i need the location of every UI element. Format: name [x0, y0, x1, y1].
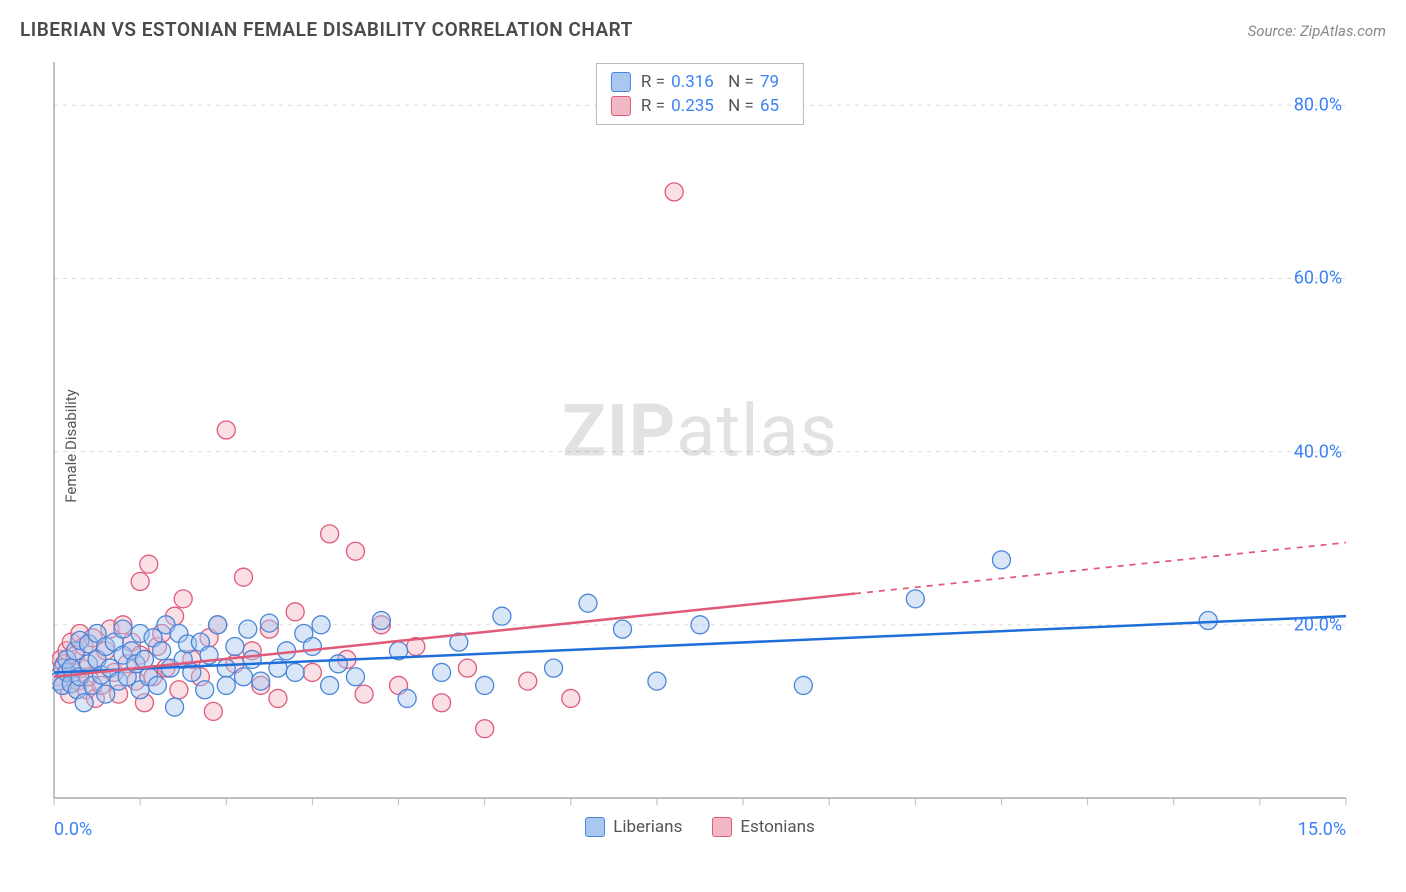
y-tick-label: 80.0% — [1294, 95, 1342, 116]
legend-item-liberians: Liberians — [585, 817, 682, 837]
swatch-icon — [585, 817, 605, 837]
swatch-icon — [712, 817, 732, 837]
chart-title: LIBERIAN VS ESTONIAN FEMALE DISABILITY C… — [20, 18, 633, 41]
stats-row-estonians: R = 0.235 N = 65 — [611, 94, 789, 118]
chart-area: ZIPatlas R = 0.316 N = 79 R = 0.235 N = … — [52, 58, 1348, 836]
swatch-icon — [611, 96, 631, 116]
scatter-plot — [52, 58, 1348, 836]
source-credit: Source: ZipAtlas.com — [1248, 22, 1386, 40]
swatch-icon — [611, 72, 631, 92]
stats-legend: R = 0.316 N = 79 R = 0.235 N = 65 — [596, 63, 804, 125]
stats-row-liberians: R = 0.316 N = 79 — [611, 70, 789, 94]
legend-item-estonians: Estonians — [712, 817, 814, 837]
y-tick-label: 40.0% — [1294, 441, 1342, 462]
y-tick-label: 60.0% — [1294, 268, 1342, 289]
series-legend: Liberians Estonians — [52, 817, 1348, 837]
y-tick-label: 20.0% — [1294, 614, 1342, 635]
